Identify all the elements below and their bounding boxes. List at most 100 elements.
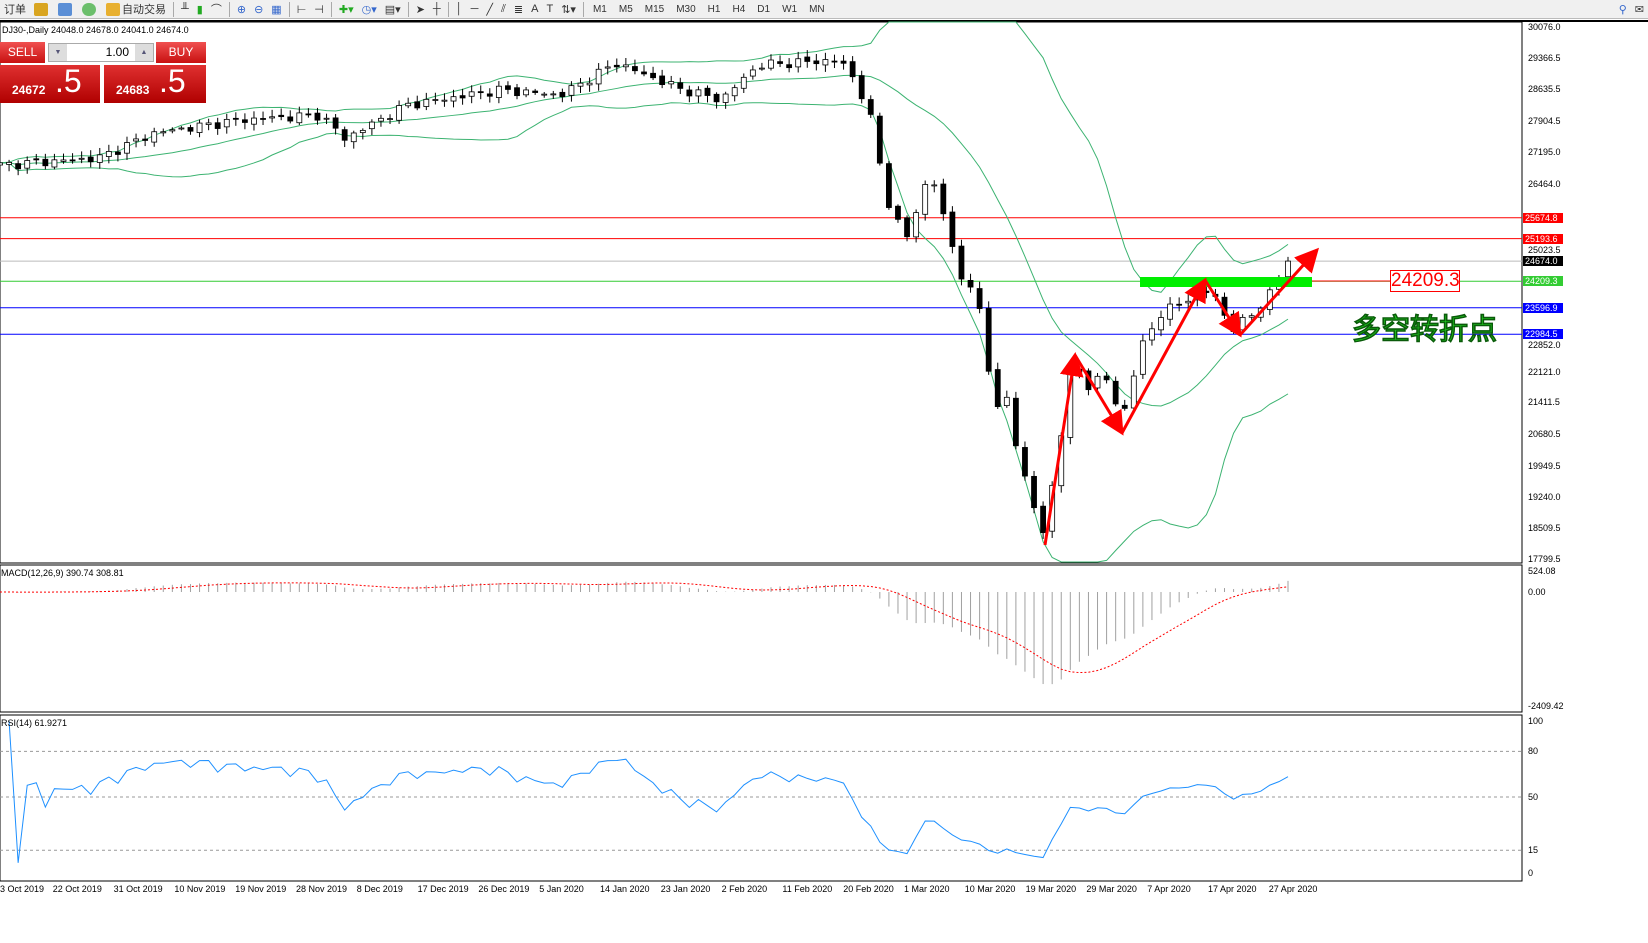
trendline-icon[interactable]: ╱ — [486, 3, 493, 16]
candle-body — [1040, 505, 1046, 534]
candle-body — [1285, 260, 1291, 278]
lot-size-input[interactable]: 1.00 — [48, 43, 154, 62]
tile-windows-icon[interactable]: ▦ — [271, 3, 282, 16]
market-watch-icon[interactable] — [54, 1, 78, 18]
candle-body — [1139, 340, 1146, 375]
candle-body — [922, 184, 929, 215]
candle-body — [985, 307, 992, 372]
candle-body — [142, 138, 149, 141]
candle-body — [350, 132, 357, 143]
arrows-icon[interactable]: ⇅▾ — [561, 3, 576, 16]
equidistant-channel-icon[interactable]: ⫽ — [501, 2, 506, 15]
candle-body — [704, 87, 711, 96]
candle-body — [586, 82, 593, 86]
search-icon[interactable]: ⚲ — [1618, 3, 1627, 16]
sell-button[interactable]: SELL — [0, 42, 45, 63]
timeframe-w1[interactable]: W1 — [782, 3, 798, 15]
buy-price-button[interactable]: 24683 .5 — [104, 63, 206, 103]
date-axis-label: 19 Nov 2019 — [235, 884, 287, 894]
candlestick-icon[interactable]: ▮ — [196, 3, 203, 16]
timeframe-d1[interactable]: D1 — [757, 3, 771, 15]
one-click-trading-panel: SELL 1.00 ▼ ▲ BUY 24672 .5 24683 .5 — [0, 42, 206, 103]
vertical-line-icon[interactable]: │ — [455, 3, 463, 15]
sell-price-main: 24672 — [12, 83, 46, 97]
bar-chart-icon[interactable]: ╨ — [181, 3, 189, 15]
zoom-out-icon[interactable]: ⊖ — [254, 3, 264, 16]
price-axis-label: 27904.5 — [1528, 116, 1561, 126]
candle-body — [323, 117, 330, 120]
text-label-icon[interactable]: T — [546, 3, 554, 15]
candle-body — [822, 59, 829, 66]
new-order-button[interactable]: 订单 — [4, 4, 26, 16]
candle-body — [858, 75, 865, 100]
candle-body — [405, 102, 412, 107]
date-axis-label: 31 Oct 2019 — [113, 884, 163, 894]
candle-body — [223, 118, 230, 128]
lot-decrease-button[interactable]: ▼ — [49, 44, 67, 61]
candle-body — [686, 89, 693, 97]
candle-body — [287, 116, 294, 122]
timeframe-m30[interactable]: M30 — [676, 3, 696, 15]
bollinger-lower — [0, 102, 1289, 563]
candle-body — [913, 212, 920, 238]
date-axis-label: 22 Oct 2019 — [52, 884, 102, 894]
candle-body — [441, 99, 448, 102]
rsi-axis-label: 0 — [1528, 868, 1534, 878]
candle-body — [786, 64, 793, 69]
candle-body — [604, 66, 611, 69]
timeframe-mn[interactable]: MN — [809, 3, 825, 15]
date-axis-label: 26 Dec 2019 — [478, 884, 530, 894]
timeframe-h4[interactable]: H4 — [732, 3, 746, 15]
rsi-axis-label: 50 — [1528, 792, 1539, 802]
candle-body — [931, 184, 938, 187]
candle-body — [804, 56, 811, 62]
candle-body — [1076, 368, 1083, 373]
periods-icon[interactable]: ◷▾ — [361, 3, 377, 16]
navigator-icon[interactable] — [78, 1, 102, 18]
candle-body — [459, 95, 466, 99]
text-icon[interactable]: A — [531, 3, 539, 15]
templates-icon[interactable]: ▤▾ — [384, 3, 401, 16]
candle-body — [505, 85, 511, 90]
candle-body — [568, 85, 575, 96]
candle-body — [160, 131, 167, 134]
candle-body — [495, 85, 502, 98]
price-axis-label: 22852.0 — [1528, 340, 1561, 350]
zoom-in-icon[interactable]: ⊕ — [236, 3, 247, 16]
sell-price-button[interactable]: 24672 .5 — [0, 63, 100, 103]
indicators-icon[interactable]: ✚▾ — [338, 3, 354, 16]
macd-axis-label: 0.00 — [1528, 587, 1546, 597]
chart-shift-icon[interactable]: ⊢ — [296, 3, 307, 16]
timeframe-m15[interactable]: M15 — [644, 3, 665, 15]
horizontal-line-icon[interactable]: ─ — [470, 3, 479, 15]
candle-body — [867, 99, 874, 115]
timeframe-h1[interactable]: H1 — [707, 3, 721, 15]
candle-body — [1094, 375, 1101, 389]
price-axis-label: 28635.5 — [1528, 84, 1561, 94]
lot-increase-button[interactable]: ▲ — [135, 44, 153, 61]
candle-body — [205, 122, 212, 125]
cursor-icon[interactable]: ➤ — [415, 3, 425, 16]
auto-trading-button[interactable]: 自动交易 — [102, 1, 170, 18]
line-chart-icon[interactable]: ⌒ — [210, 4, 222, 16]
candle-body — [1149, 328, 1155, 341]
candle-body — [151, 131, 158, 143]
date-axis-label: 1 Mar 2020 — [904, 884, 950, 894]
timeframe-m5[interactable]: M5 — [618, 3, 633, 15]
toolbar-divider — [0, 20, 1648, 22]
price-annotation: 24209.3 — [1390, 270, 1460, 292]
crosshair-icon[interactable]: ┼ — [432, 3, 441, 15]
autoscroll-icon[interactable]: ⊣ — [314, 3, 324, 16]
candle-body — [514, 87, 520, 97]
candle-body — [550, 93, 557, 96]
chat-icon[interactable]: ✉ — [1634, 3, 1644, 16]
candle-body — [731, 87, 738, 97]
candle-body — [105, 151, 112, 157]
candle-body — [368, 121, 375, 130]
profiles-icon[interactable] — [30, 1, 54, 18]
buy-button[interactable]: BUY — [156, 42, 206, 63]
timeframe-m1[interactable]: M1 — [592, 3, 607, 15]
fibonacci-icon[interactable]: ≣ — [513, 3, 524, 16]
candle-body — [42, 158, 49, 167]
